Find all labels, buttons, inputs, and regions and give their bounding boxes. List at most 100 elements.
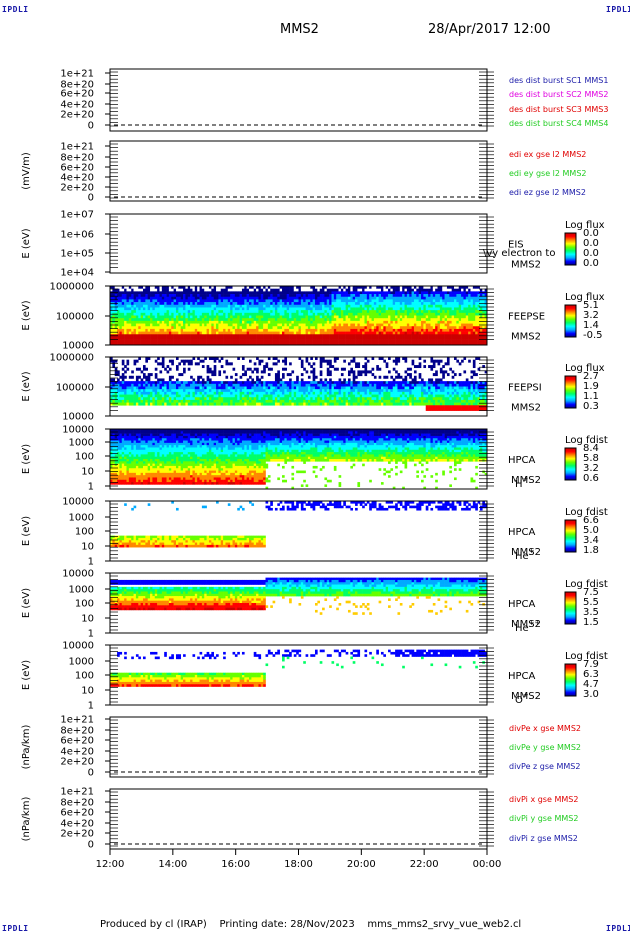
spectrogram-cell: [482, 286, 485, 289]
spectrogram-cell: [359, 318, 363, 322]
spectrogram-cell: [331, 296, 335, 300]
spectrogram-cell: [322, 357, 325, 360]
spectrogram-cell: [465, 312, 469, 316]
spectrogram-cell: [124, 397, 127, 401]
spectrogram-cell: [241, 383, 245, 387]
spectrogram-cell: [201, 386, 205, 390]
spectrogram-cell: [246, 342, 250, 346]
spectrogram-cell: [357, 339, 361, 343]
spectrogram-cell: [211, 320, 214, 324]
spectrogram-cell: [164, 399, 167, 403]
spectrogram-cell: [366, 326, 370, 330]
spectrogram-cell: [194, 312, 198, 316]
spectrogram-cell: [263, 402, 266, 406]
y-tick-label: 2e+20: [60, 183, 94, 194]
spectrogram-cell: [270, 326, 273, 330]
spectrogram-cell: [171, 302, 174, 306]
spectrogram-cell: [421, 339, 424, 343]
spectrogram-cell: [371, 320, 375, 324]
spectrogram-cell: [397, 342, 401, 346]
spectrogram-cell: [329, 320, 332, 324]
spectrogram-cell: [216, 326, 219, 330]
spectrogram-cell: [180, 288, 184, 292]
spectrogram-cell: [444, 299, 448, 303]
spectrogram-cell: [117, 402, 120, 406]
spectrogram-cell: [343, 326, 346, 330]
spectrogram-cell: [154, 307, 158, 311]
spectrogram-cell: [479, 315, 483, 319]
spectrogram-cell: [263, 310, 266, 314]
spectrogram-cell: [241, 331, 245, 335]
spectrogram-cell: [274, 302, 278, 306]
spectrogram-cell: [175, 307, 179, 311]
spectrogram-cell: [350, 291, 353, 295]
spectrogram-cell: [336, 291, 339, 295]
spectrogram-cell: [110, 304, 113, 308]
spectrogram-cell: [482, 328, 485, 332]
spectrogram-cell: [472, 328, 476, 332]
spectrogram-cell: [142, 312, 146, 316]
spectrogram-cell: [385, 294, 389, 298]
spectrogram-cell: [112, 304, 116, 308]
spectrogram-cell: [258, 310, 262, 314]
spectrogram-cell: [289, 386, 292, 390]
spectrogram-cell: [425, 328, 429, 332]
spectrogram-cell: [159, 362, 163, 366]
spectrogram-cell: [425, 339, 429, 343]
spectrogram-cell: [110, 296, 113, 300]
spectrogram-cell: [192, 339, 196, 343]
spectrogram-cell: [329, 386, 332, 390]
spectrogram-cell: [399, 315, 403, 319]
spectrogram-cell: [206, 397, 210, 401]
spectrogram-cell: [135, 331, 139, 335]
spectrogram-cell: [286, 402, 290, 406]
spectrogram-cell: [484, 318, 488, 322]
spectrogram-cell: [409, 312, 412, 316]
spectrogram-cell: [166, 291, 170, 295]
spectrogram-cell: [204, 318, 207, 322]
spectrogram-cell: [390, 339, 394, 343]
spectrogram-cell: [347, 383, 351, 387]
spectrogram-cell: [319, 320, 323, 324]
spectrogram-cell: [338, 331, 342, 335]
spectrogram-cell: [260, 323, 264, 327]
spectrogram-cell: [310, 315, 313, 319]
spectrogram-cell: [402, 336, 405, 340]
spectrogram-cell: [317, 296, 321, 300]
spectrogram-cell: [317, 307, 321, 311]
spectrogram-cell: [201, 365, 205, 369]
spectrogram-cell: [267, 336, 271, 340]
spectrogram-cell: [378, 286, 382, 289]
spectrogram-cell: [133, 397, 137, 401]
spectrogram-cell: [223, 307, 226, 311]
spectrogram-cell: [463, 288, 467, 292]
spectrogram-cell: [180, 339, 184, 343]
spectrogram-cell: [307, 383, 311, 387]
spectrogram-cell: [180, 397, 184, 401]
spectrogram-cell: [213, 296, 217, 300]
spectrogram-cell: [142, 339, 146, 343]
spectrogram-cell: [364, 342, 368, 346]
spectrogram-cell: [385, 334, 389, 338]
spectrogram-cell: [117, 312, 120, 316]
spectrogram-cell: [430, 328, 434, 332]
spectrogram-cell: [428, 320, 431, 324]
spectrogram-cell: [475, 336, 478, 340]
spectrogram-cell: [216, 302, 219, 306]
spectrogram-cell: [409, 334, 412, 338]
spectrogram-cell: [183, 326, 186, 330]
colorbar-tick-label: -0.5: [583, 330, 603, 341]
spectrogram-cell: [171, 286, 174, 289]
spectrogram-cell: [234, 381, 238, 385]
spectrogram-cell: [289, 302, 292, 306]
spectrogram-cell: [187, 286, 191, 289]
spectrogram-cell: [472, 288, 476, 292]
spectrogram-cell: [343, 367, 346, 371]
spectrogram-cell: [159, 286, 163, 289]
spectrogram-cell: [425, 320, 429, 324]
spectrogram-cell: [249, 304, 252, 308]
spectrogram-cell: [296, 394, 299, 398]
spectrogram-cell: [227, 391, 231, 395]
spectrogram-cell: [312, 310, 316, 314]
spectrogram-cell: [161, 391, 165, 395]
